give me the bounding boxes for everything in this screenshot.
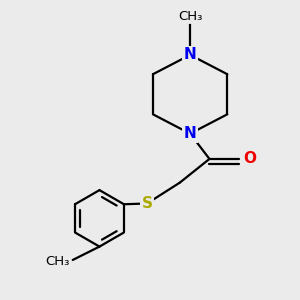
Text: CH₃: CH₃ xyxy=(178,10,202,23)
Text: N: N xyxy=(184,47,196,62)
Text: CH₃: CH₃ xyxy=(45,255,70,268)
Text: S: S xyxy=(142,196,152,211)
Text: N: N xyxy=(184,126,196,141)
Text: O: O xyxy=(243,152,256,166)
